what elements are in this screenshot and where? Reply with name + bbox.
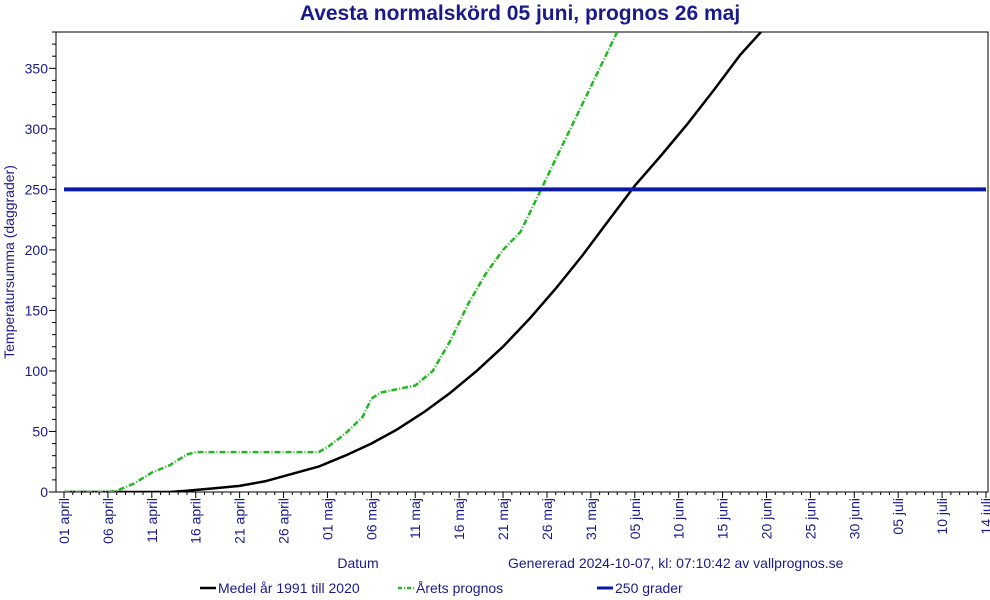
chart-title: Avesta normalskörd 05 juni, prognos 26 m… [300, 2, 740, 25]
legend-item-medel: Medel år 1991 till 2020 [200, 580, 360, 596]
y-axis-label: Temperatursumma (daggrader) [1, 165, 17, 359]
plot-frame [55, 31, 989, 493]
x-tick-label: 30 juni [846, 498, 862, 539]
series-layer [64, 32, 986, 492]
x-tick-label: 20 juni [758, 498, 774, 539]
x-tick-label: 01 maj [319, 498, 335, 540]
legend-label: 250 grader [615, 580, 683, 596]
y-tick-label: 350 [25, 60, 49, 76]
x-tick-label: 11 maj [407, 498, 423, 539]
x-tick-label: 15 juni [715, 498, 731, 539]
x-tick-label: 25 juni [802, 498, 818, 539]
legend: Medel år 1991 till 2020 Årets prognos 250 … [200, 580, 683, 596]
x-tick-label: 01 april [56, 498, 72, 544]
y-tick-label: 50 [32, 423, 48, 439]
x-tick-label: 10 juni [671, 498, 687, 539]
legend-item-250: 250 grader [597, 580, 683, 596]
x-tick-label: 06 maj [363, 498, 379, 540]
x-axis-label: Datum [337, 555, 378, 571]
y-tick-label: 0 [40, 484, 48, 500]
y-tick-label: 300 [25, 121, 49, 137]
series-prognos-line [64, 32, 619, 492]
x-tick-label: 06 april [100, 498, 116, 544]
legend-label: Medel år 1991 till 2020 [218, 580, 360, 596]
x-tick-label: 10 juli [934, 498, 950, 535]
x-tick-label: 11 april [144, 498, 160, 543]
x-tick-label: 26 april [276, 498, 292, 544]
x-tick-label: 21 april [232, 498, 248, 544]
x-tick-label: 31 maj [583, 498, 599, 540]
y-tick-label: 250 [25, 181, 49, 197]
x-tick-label: 14 juli [978, 498, 990, 535]
x-tick-label: 16 april [188, 498, 204, 544]
footer-text: Genererad 2024-10-07, kl: 07:10:42 av va… [508, 555, 844, 571]
series-medel-line [64, 32, 763, 492]
legend-label: Årets prognos [416, 580, 503, 596]
x-tick-label: 05 juli [890, 498, 906, 535]
x-axis: 01 april 06 april 11 april 16 april 21 april… [56, 492, 990, 544]
plot-area [55, 31, 989, 493]
legend-item-prognos: Årets prognos [398, 580, 503, 596]
x-tick-label: 21 maj [495, 498, 511, 540]
x-tick-label: 16 maj [451, 498, 467, 540]
y-axis: 0 50 100 150 200 250 300 350 [25, 31, 56, 500]
x-tick-label: 26 maj [539, 498, 555, 540]
y-tick-label: 200 [25, 242, 49, 258]
y-tick-label: 100 [25, 363, 49, 379]
x-tick-label: 05 juni [627, 498, 643, 539]
y-tick-label: 150 [25, 302, 49, 318]
